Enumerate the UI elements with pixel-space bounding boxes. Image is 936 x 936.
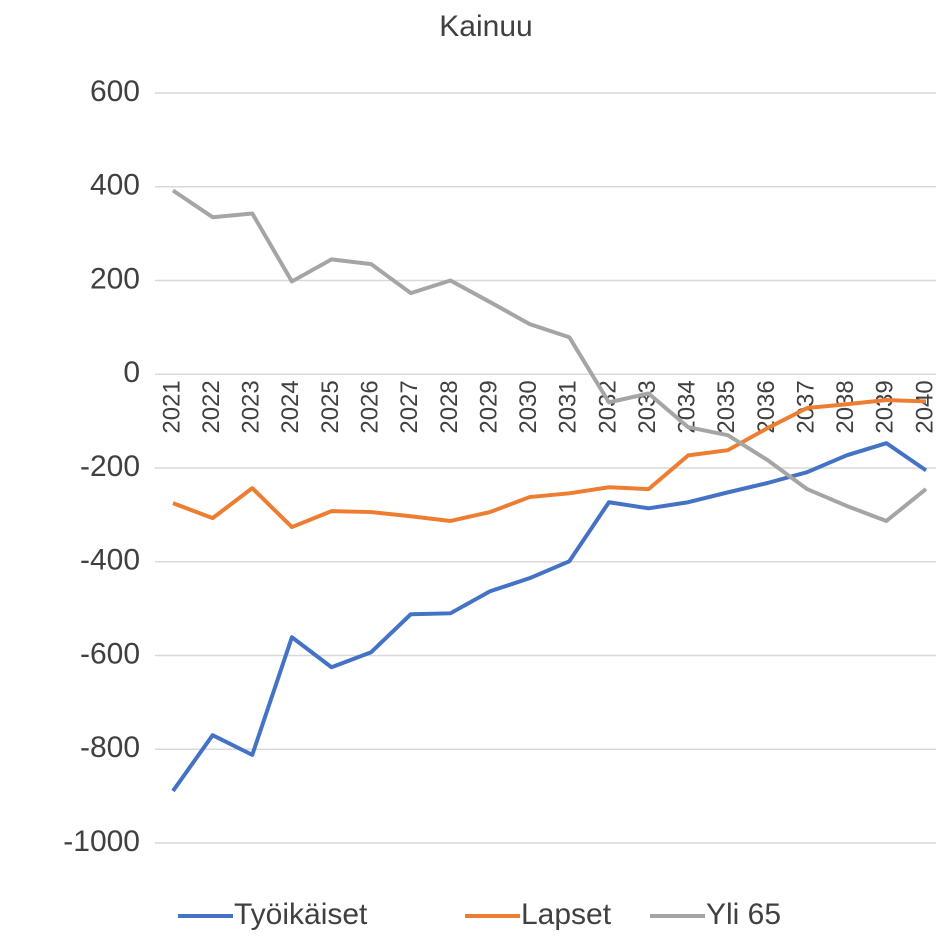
x-tick-label: 2026: [357, 380, 384, 433]
x-tick-label: 2033: [634, 380, 661, 433]
y-tick-label: 600: [90, 75, 140, 108]
line-series: [172, 398, 927, 530]
y-tick-label: -600: [80, 637, 140, 670]
legend-label: Yli 65: [706, 898, 781, 931]
x-tick-label: 2022: [198, 380, 225, 433]
y-tick-label: 200: [90, 262, 140, 295]
chart-title: Kainuu: [439, 10, 532, 43]
x-tick-label: 2030: [515, 380, 542, 433]
x-tick-label: 2029: [475, 380, 502, 433]
y-tick-label: -200: [80, 450, 140, 483]
x-tick-label: 2035: [713, 380, 740, 433]
x-tick-label: 2024: [277, 380, 304, 433]
line-series: [171, 441, 928, 793]
x-tick-label: 2040: [911, 380, 936, 433]
x-tick-label: 2028: [436, 380, 463, 433]
y-tick-label: -1000: [63, 825, 140, 858]
x-tick-label: 2025: [317, 380, 344, 433]
x-tick-label: 2023: [238, 380, 265, 433]
y-tick-label: -800: [80, 731, 140, 764]
line-series: [171, 188, 928, 523]
x-tick-label: 2021: [158, 380, 185, 433]
y-tick-label: 400: [90, 169, 140, 202]
legend-label: Työikäiset: [234, 898, 368, 931]
legend-label: Lapset: [521, 898, 612, 931]
y-tick-label: 0: [123, 356, 140, 389]
y-tick-label: -400: [80, 544, 140, 577]
x-tick-label: 2039: [872, 380, 899, 433]
x-tick-label: 2031: [555, 380, 582, 433]
x-tick-label: 2027: [396, 380, 423, 433]
